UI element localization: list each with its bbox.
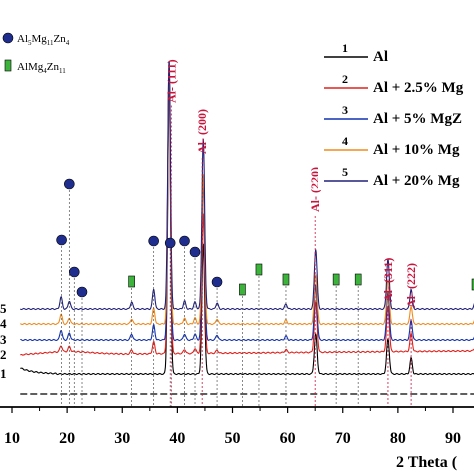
phase2-legend-square-icon [4,59,12,72]
x-tick-label: 70 [335,430,351,447]
x-tick-label: 40 [169,430,185,447]
phase1-marker-circle-icon [148,235,159,247]
x-tick-label: 30 [114,430,130,447]
phase1-el-b: Mg [32,33,48,45]
al-peak-label: Al- (222) [404,263,418,308]
x-ticks: 10 20 30 40 50 60 70 80 90 [4,407,461,447]
x-tick-label: 60 [280,430,296,447]
phase2-marker-square-icon [282,273,290,286]
phase2-marker-square-icon [255,263,263,276]
phase1-sub-a: 5 [28,39,32,47]
phase2-marker-square-icon [354,273,362,286]
legend-label: Al + 20% Mg [373,173,460,189]
series-line-1 [20,76,474,376]
phase2-el-b: Zn [47,61,60,73]
phase1-marker-circle-icon [189,246,201,258]
phase2-legend-label: AlMg4Zn11 [17,61,66,75]
legend-label: Al + 2.5% Mg [373,80,464,96]
legend-label: Al + 5% MgZ [373,111,462,127]
series-legend-backdrop [318,40,474,190]
series-line-3 [20,72,474,342]
phase2-sub-b: 11 [59,67,66,75]
series-trace-label: 4 [0,316,7,331]
phase2-el-a: AlMg [17,61,44,73]
al-peak-label: Al- (111) [164,59,178,103]
phase1-marker-circle-icon [76,286,88,298]
phase1-marker-circle-icon [56,234,67,246]
phase1-sub-b: 11 [47,39,54,47]
phase1-marker-circle-icon [68,266,80,278]
phase2-marker-square-icon [471,278,474,291]
al-peak-label: Al- (200) [195,109,209,154]
series-trace-label: 2 [0,347,7,362]
x-tick-label: 10 [4,430,20,447]
legend-number: 5 [342,165,348,179]
series-trace-label: 3 [0,332,7,347]
phase1-el-a: Al [17,33,28,45]
phase2-marker-square-icon [128,275,135,288]
phase1-marker-circle-icon [64,178,75,190]
al-peak-label: Al- (311) [381,258,395,302]
phase1-sub-c: 4 [66,39,70,47]
series-line-2 [20,70,474,356]
legend-number: 1 [342,41,348,55]
series-legend: 1 Al 2 Al + 2.5% Mg 3 Al + 5% MgZ 4 Al + 10% Mg… [318,40,474,190]
legend-number: 4 [342,134,348,148]
legend-number: 3 [342,103,348,117]
phase1-marker-circle-icon [211,276,223,288]
x-tick-label: 90 [445,430,461,447]
x-tick-label: 20 [59,430,75,447]
legend-label: Al [373,49,388,65]
phase1-marker-circle-icon [164,237,176,249]
series-line-5 [19,61,474,311]
marker-legend: Al5Mg11Zn4 AlMg4Zn11 [2,32,70,75]
x-axis-label: 2 Theta ( [396,454,457,471]
x-axis: 10 20 30 40 50 60 70 80 90 2 Theta ( [0,406,474,471]
phase2-marker-square-icon [239,283,246,296]
phase1-marker-circle-icon [179,235,190,247]
phase1-el-c: Zn [54,33,67,45]
series-line-4 [20,67,474,326]
x-tick-label: 80 [390,430,406,447]
x-tick-label: 50 [225,430,241,447]
phase2-sub-a: 4 [43,67,47,75]
series-trace-label: 1 [0,366,7,381]
phase2-marker-square-icon [332,273,340,286]
phase1-legend-label: Al5Mg11Zn4 [17,33,70,47]
legend-label: Al + 10% Mg [373,142,460,158]
series-legend-rows: 1 Al 2 Al + 2.5% Mg 3 Al + 5% MgZ 4 Al + 10% Mg… [324,41,464,189]
phase1-legend-circle-icon [2,32,14,44]
legend-number: 2 [342,72,348,86]
series-trace-label: 5 [0,301,7,316]
